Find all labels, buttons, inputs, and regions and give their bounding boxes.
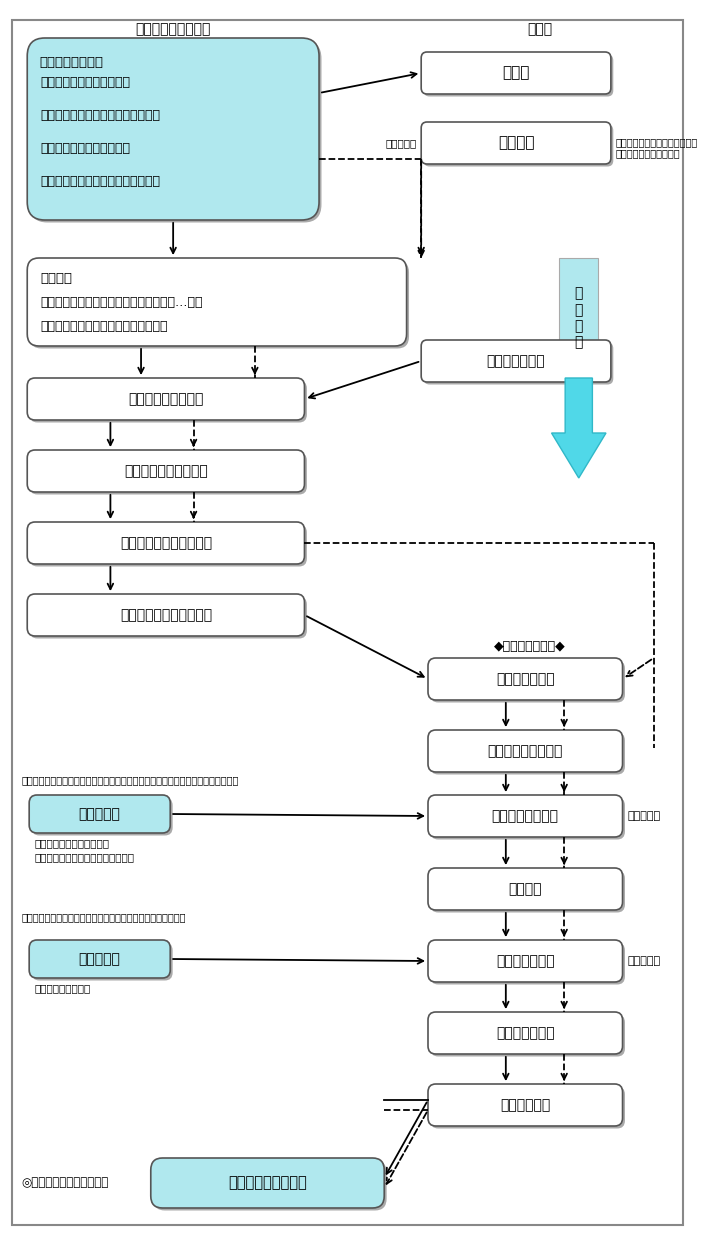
- FancyBboxPatch shape: [27, 258, 406, 346]
- FancyBboxPatch shape: [431, 732, 625, 774]
- Text: 原案（条例）縦覧: 原案（条例）縦覧: [492, 809, 559, 823]
- Text: ・建築協定の期間が終了してしまう: ・建築協定の期間が終了してしまう: [41, 109, 161, 122]
- Polygon shape: [551, 378, 606, 478]
- Text: 案（法定）縦覧: 案（法定）縦覧: [496, 953, 555, 968]
- FancyBboxPatch shape: [428, 868, 623, 910]
- Text: 【市】: 【市】: [528, 22, 553, 36]
- FancyBboxPatch shape: [431, 942, 625, 984]
- Text: 案の作成: 案の作成: [508, 882, 542, 897]
- FancyBboxPatch shape: [29, 795, 170, 832]
- FancyBboxPatch shape: [30, 597, 307, 638]
- Text: 話し合い: 話し合い: [41, 272, 73, 285]
- Text: 認識の共有化（住民同士、住民と市）: 認識の共有化（住民同士、住民と市）: [41, 320, 169, 333]
- Text: 都市計画決定・告示: 都市計画決定・告示: [228, 1176, 307, 1191]
- Text: （２週間）: （２週間）: [628, 956, 660, 966]
- FancyBboxPatch shape: [31, 798, 173, 836]
- Text: 緊急性や重要性が高い場合は、
市側から働き掛けます。: 緊急性や重要性が高い場合は、 市側から働き掛けます。: [615, 137, 698, 158]
- Text: ◎地区計画の運用スタート: ◎地区計画の運用スタート: [21, 1177, 109, 1189]
- FancyBboxPatch shape: [27, 378, 304, 420]
- FancyBboxPatch shape: [11, 20, 683, 1225]
- FancyBboxPatch shape: [428, 940, 623, 982]
- Text: 地区計画の地元案の作成: 地区計画の地元案の作成: [120, 536, 212, 550]
- FancyBboxPatch shape: [431, 871, 625, 913]
- Text: 策
定
支
援: 策 定 支 援: [575, 287, 583, 350]
- Text: 土地所有者及び利害関係人: 土地所有者及び利害関係人: [34, 839, 109, 848]
- FancyBboxPatch shape: [27, 594, 304, 636]
- Text: ・良好な住環境を守りたい: ・良好な住環境を守りたい: [41, 77, 131, 89]
- FancyBboxPatch shape: [431, 1087, 625, 1129]
- FancyBboxPatch shape: [423, 54, 613, 96]
- FancyBboxPatch shape: [431, 798, 625, 840]
- Text: ・まちの課題　　・まちの将来像　　…など: ・まちの課題 ・まちの将来像 …など: [41, 296, 203, 309]
- Text: 地区の現況調査: 地区の現況調査: [487, 354, 545, 368]
- Text: ＊縦覧期間の満了の日まで意見書を提出することができます。: ＊縦覧期間の満了の日まで意見書を提出することができます。: [21, 911, 186, 923]
- Text: 地区計画原案の作成: 地区計画原案の作成: [488, 743, 563, 758]
- Text: 知事との協議: 知事との協議: [500, 1098, 550, 1112]
- FancyBboxPatch shape: [27, 522, 304, 564]
- FancyBboxPatch shape: [421, 52, 611, 94]
- Text: 地区計画の案の検討: 地区計画の案の検討: [128, 391, 203, 406]
- FancyBboxPatch shape: [30, 525, 307, 567]
- FancyBboxPatch shape: [151, 1158, 384, 1208]
- FancyBboxPatch shape: [30, 261, 409, 348]
- Text: （誘導型）: （誘導型）: [385, 138, 416, 148]
- FancyBboxPatch shape: [27, 450, 304, 492]
- FancyBboxPatch shape: [31, 942, 173, 981]
- Text: 住民及び利害関係人: 住民及び利害関係人: [34, 983, 90, 993]
- Text: ◆法的手続の開始◆: ◆法的手続の開始◆: [494, 640, 566, 653]
- Text: 地区計画の地元案の申出: 地区計画の地元案の申出: [120, 608, 212, 622]
- Text: 相　談: 相 談: [503, 65, 530, 80]
- FancyBboxPatch shape: [423, 125, 613, 167]
- Text: まちづくりの発意: まちづくりの発意: [39, 56, 103, 69]
- FancyBboxPatch shape: [30, 452, 307, 494]
- FancyBboxPatch shape: [428, 658, 623, 700]
- FancyBboxPatch shape: [428, 795, 623, 837]
- FancyBboxPatch shape: [423, 342, 613, 384]
- Text: （２週間）: （２週間）: [628, 811, 660, 821]
- FancyBboxPatch shape: [428, 1011, 623, 1053]
- FancyBboxPatch shape: [29, 940, 170, 978]
- FancyBboxPatch shape: [559, 258, 598, 378]
- Text: ＊縦覧期間の満了の日の翌日から１週間の間に意見書を提出することができます。: ＊縦覧期間の満了の日の翌日から１週間の間に意見書を提出することができます。: [21, 776, 238, 785]
- FancyBboxPatch shape: [27, 38, 319, 220]
- FancyBboxPatch shape: [30, 41, 321, 222]
- Text: 申出審査委員会: 申出審査委員会: [496, 672, 555, 685]
- Text: 意向の把握、合意形成: 意向の把握、合意形成: [124, 464, 208, 478]
- FancyBboxPatch shape: [30, 380, 307, 422]
- Text: ・災害に強いまちにしたい: ・災害に強いまちにしたい: [41, 142, 131, 156]
- FancyBboxPatch shape: [421, 122, 611, 164]
- Text: ・もっと良いまちにしたい　　など: ・もっと良いまちにしたい など: [41, 175, 161, 188]
- Text: 都市計画審議会: 都市計画審議会: [496, 1026, 555, 1040]
- FancyBboxPatch shape: [431, 1014, 625, 1056]
- Text: 【地区のみなさん】: 【地区のみなさん】: [136, 22, 211, 36]
- FancyBboxPatch shape: [421, 340, 611, 382]
- Text: 意見の反映: 意見の反映: [79, 952, 121, 966]
- Text: （土地に関する権利の登記名義人）: （土地に関する権利の登記名義人）: [34, 852, 134, 862]
- FancyBboxPatch shape: [154, 1161, 387, 1210]
- FancyBboxPatch shape: [428, 730, 623, 772]
- Text: 働き掛け: 働き掛け: [498, 136, 534, 151]
- FancyBboxPatch shape: [431, 661, 625, 703]
- Text: 意見の反映: 意見の反映: [79, 806, 121, 821]
- FancyBboxPatch shape: [428, 1084, 623, 1126]
